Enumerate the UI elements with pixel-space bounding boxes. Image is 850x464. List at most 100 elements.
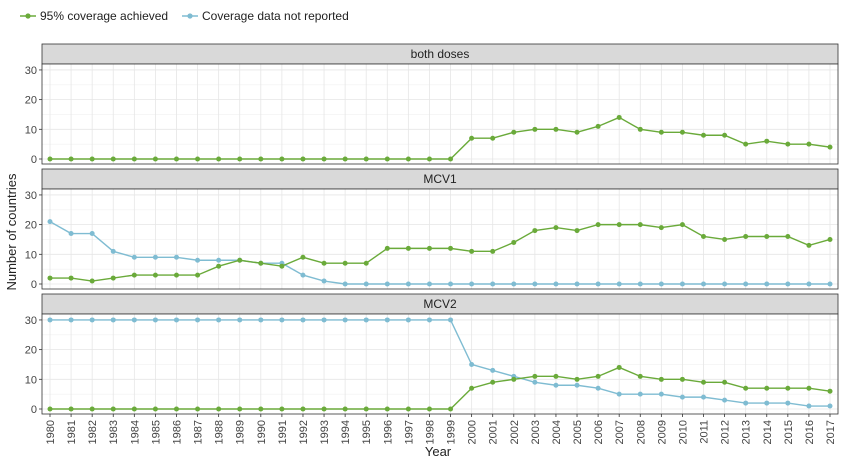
data-point — [68, 156, 74, 162]
data-point — [679, 222, 685, 228]
y-tick-label: 10 — [25, 124, 37, 136]
data-point — [173, 254, 179, 260]
data-point — [89, 406, 95, 412]
data-point — [216, 317, 222, 323]
x-tick-label: 2008 — [635, 420, 647, 444]
data-point — [195, 406, 201, 412]
data-point — [152, 406, 158, 412]
data-point — [637, 281, 643, 287]
data-point — [321, 406, 327, 412]
data-point — [785, 141, 791, 147]
data-point — [469, 361, 475, 367]
x-tick-label: 1987 — [193, 420, 205, 444]
data-point — [616, 364, 622, 370]
y-tick-label: 20 — [25, 95, 37, 107]
data-point — [679, 281, 685, 287]
data-point — [785, 385, 791, 391]
x-tick-label: 1982 — [87, 420, 99, 444]
data-point — [47, 406, 53, 412]
data-point — [110, 248, 116, 254]
data-point — [216, 406, 222, 412]
data-point — [448, 156, 454, 162]
data-point — [743, 400, 749, 406]
data-point — [384, 406, 390, 412]
data-point — [532, 373, 538, 379]
data-point — [384, 281, 390, 287]
x-tick-label: 2012 — [720, 420, 732, 444]
data-point — [827, 281, 833, 287]
x-tick-label: 1991 — [277, 420, 289, 444]
data-point — [701, 234, 707, 239]
data-point — [152, 317, 158, 323]
data-point — [701, 394, 707, 400]
data-point — [722, 281, 728, 287]
data-point — [658, 391, 664, 397]
y-tick-label: 30 — [25, 65, 37, 77]
y-tick-label: 0 — [31, 154, 37, 166]
data-point — [258, 156, 264, 162]
y-tick-label: 30 — [25, 190, 37, 202]
data-point — [300, 406, 306, 412]
x-tick-label: 1993 — [319, 420, 331, 444]
x-tick-label: 1986 — [171, 420, 183, 444]
series-line — [50, 223, 831, 282]
series-coverage-achieved — [47, 114, 833, 162]
data-point — [722, 397, 728, 403]
x-tick-label: 2015 — [783, 420, 795, 444]
data-point — [131, 254, 137, 260]
data-point — [616, 114, 622, 120]
data-point — [89, 156, 95, 162]
data-point — [110, 156, 116, 162]
data-point — [448, 245, 454, 251]
data-point — [743, 385, 749, 391]
series-coverage-achieved — [47, 222, 833, 284]
chart-panels: both doses 0 10 20 30 MCV1 0 10 20 30 MCV2 0 10 20 30 — [25, 43, 839, 416]
x-tick-label: 2003 — [530, 420, 542, 444]
data-point — [300, 272, 306, 278]
x-axis: 1980 1981 1982 1983 1984 1985 1986 1987 1988 1989… — [45, 414, 837, 444]
data-point — [574, 376, 580, 382]
y-tick-label: 10 — [25, 374, 37, 386]
data-point — [574, 228, 580, 234]
x-tick-label: 2017 — [825, 420, 837, 444]
data-point — [237, 317, 243, 323]
data-point — [679, 376, 685, 382]
data-point — [405, 156, 411, 162]
data-point — [806, 385, 812, 391]
x-tick-label: 2014 — [762, 420, 774, 444]
data-point — [237, 406, 243, 412]
data-point — [574, 382, 580, 388]
data-point — [532, 281, 538, 287]
data-point — [616, 391, 622, 397]
data-point — [47, 219, 53, 225]
data-point — [469, 281, 475, 287]
data-point — [806, 403, 812, 409]
data-point — [321, 156, 327, 162]
data-point — [363, 260, 369, 266]
data-point — [131, 272, 137, 278]
data-point — [237, 156, 243, 162]
data-point — [195, 257, 201, 263]
data-point — [342, 317, 348, 323]
data-point — [47, 317, 53, 323]
data-point — [785, 234, 791, 239]
x-tick-label: 2005 — [572, 420, 584, 444]
x-tick-label: 2011 — [699, 420, 711, 444]
data-point — [321, 278, 327, 284]
data-point — [469, 248, 475, 254]
data-point — [679, 129, 685, 135]
data-point — [89, 278, 95, 284]
data-point — [701, 281, 707, 287]
y-tick-label: 0 — [31, 279, 37, 291]
data-point — [490, 367, 496, 373]
y-axis-title: Number of countries — [4, 173, 19, 291]
data-point — [827, 236, 833, 242]
legend-key-marker — [25, 13, 31, 19]
data-point — [785, 400, 791, 406]
data-point — [764, 234, 770, 239]
data-point — [827, 403, 833, 409]
data-point — [384, 317, 390, 323]
data-point — [173, 406, 179, 412]
data-point — [743, 141, 749, 147]
data-point — [637, 222, 643, 228]
